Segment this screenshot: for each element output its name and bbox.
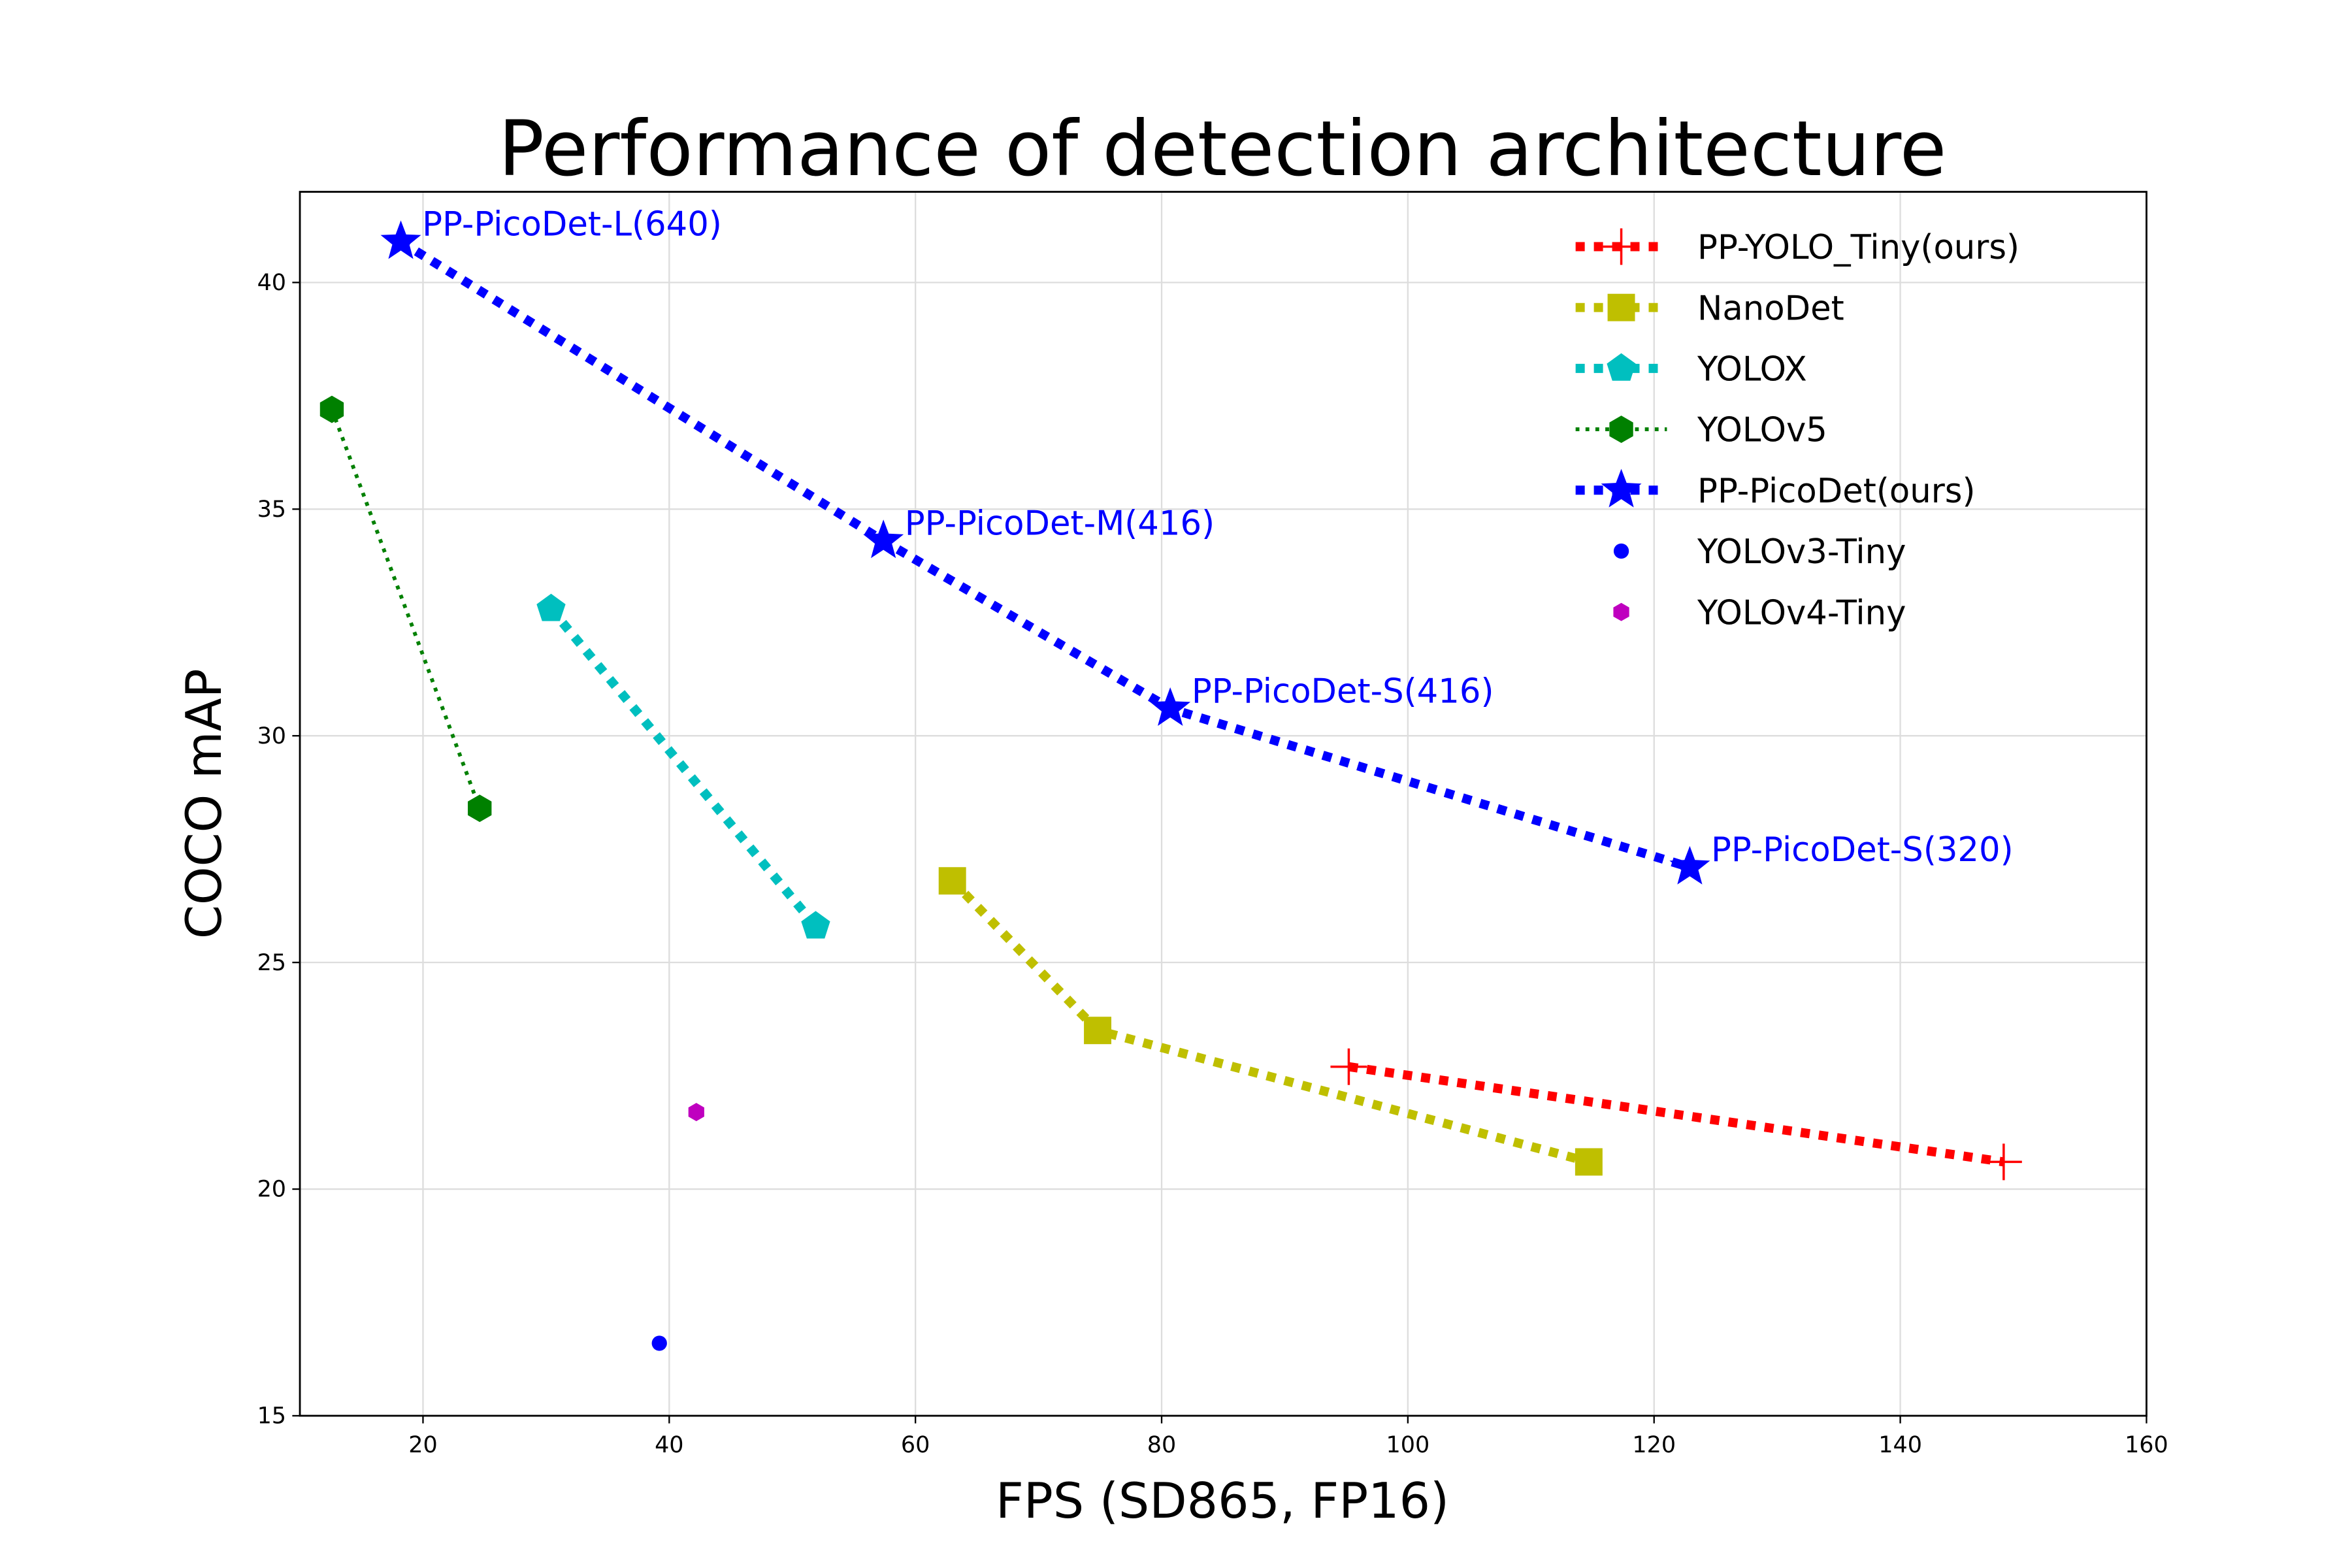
- series-yolov3-tiny: [651, 1335, 667, 1351]
- pp-picodet-ours-point: [380, 220, 421, 259]
- yolov5-point: [468, 794, 492, 823]
- legend-label: YOLOX: [1697, 350, 1807, 389]
- legend-marker: [1613, 602, 1629, 621]
- x-tick-label: 140: [1878, 1432, 1922, 1458]
- x-tick-label: 40: [655, 1432, 683, 1458]
- x-tick-label: 160: [2125, 1432, 2168, 1458]
- pp-picodet-ours-point: [863, 519, 904, 559]
- legend: PP-YOLO_Tiny(ours) NanoDet YOLOX YOLOv5 PP-P…: [1575, 228, 2019, 632]
- pp-yolo-tiny-ours-line: [1348, 1062, 2004, 1167]
- pp-yolo-tiny-ours-point: [1330, 1048, 1367, 1085]
- legend-marker: [1607, 293, 1635, 321]
- yolov5-point: [319, 395, 344, 423]
- x-axis-label: FPS (SD865, FP16): [996, 1473, 1449, 1529]
- legend-item: YOLOv5: [1575, 411, 1827, 450]
- yolox-line: [547, 606, 819, 930]
- legend-marker: [1601, 468, 1642, 508]
- chart-title: Performance of detection architecture: [498, 105, 1947, 193]
- nanodet-point: [1575, 1148, 1603, 1176]
- yolox-point: [536, 593, 566, 621]
- nanodet-line: [949, 877, 1590, 1167]
- y-tick-label: 40: [257, 270, 286, 296]
- legend-item: YOLOv3-Tiny: [1613, 532, 1906, 572]
- x-tick-label: 20: [408, 1432, 437, 1458]
- legend-item: PP-YOLO_Tiny(ours): [1575, 228, 2019, 267]
- pp-yolo-tiny-ours-point: [1985, 1143, 2022, 1181]
- y-tick-label: 25: [257, 950, 286, 976]
- y-tick-label: 15: [257, 1403, 286, 1429]
- nanodet-point: [938, 867, 966, 895]
- legend-label: PP-PicoDet(ours): [1697, 472, 1975, 511]
- legend-label: YOLOv3-Tiny: [1697, 532, 1906, 572]
- grid: [300, 191, 2148, 1417]
- legend-item: NanoDet: [1575, 289, 1844, 328]
- y-axis-label: COCO mAP: [176, 668, 233, 939]
- x-tick-label: 120: [1632, 1432, 1676, 1458]
- legend-label: YOLOv5: [1697, 411, 1827, 450]
- series-yolox: [536, 593, 830, 939]
- x-tick-label: 100: [1386, 1432, 1430, 1458]
- legend-marker: [1603, 228, 1640, 265]
- series-yolov4-tiny: [688, 1103, 704, 1122]
- yolov3-tiny-point: [651, 1335, 667, 1351]
- y-tick-label: 30: [257, 723, 286, 749]
- ticks: 20 40 60 80 100 120 140 160 15 20 25 30 35 40: [257, 270, 2168, 1458]
- y-tick-label: 20: [257, 1177, 286, 1203]
- series-layer: PP-PicoDet-L(640) PP-PicoDet-M(416) PP-Pic…: [319, 205, 2022, 1351]
- x-tick-label: 60: [901, 1432, 930, 1458]
- point-label: PP-PicoDet-L(640): [422, 205, 722, 244]
- point-label: PP-PicoDet-S(416): [1192, 672, 1494, 711]
- legend-label: NanoDet: [1697, 289, 1844, 328]
- pp-picodet-ours-point: [1150, 687, 1191, 726]
- pp-picodet-ours-line: [398, 237, 1691, 872]
- y-tick-label: 35: [257, 497, 286, 523]
- legend-item: PP-PicoDet(ours): [1575, 468, 1975, 511]
- series-nanodet: [938, 867, 1603, 1176]
- series-yolov5: [319, 395, 492, 823]
- legend-marker: [1607, 353, 1636, 381]
- legend-item: YOLOX: [1575, 350, 1807, 389]
- point-label: PP-PicoDet-M(416): [905, 504, 1215, 544]
- point-label: PP-PicoDet-S(320): [1711, 830, 2014, 870]
- yolox-point: [801, 911, 830, 939]
- legend-marker: [1613, 543, 1629, 559]
- legend-label: PP-YOLO_Tiny(ours): [1697, 228, 2019, 267]
- pp-picodet-ours-point: [1669, 845, 1710, 885]
- nanodet-point: [1084, 1017, 1112, 1045]
- legend-marker: [1609, 416, 1633, 444]
- yolov5-line: [330, 408, 482, 809]
- x-tick-label: 80: [1147, 1432, 1176, 1458]
- plot-frame: [299, 191, 2148, 1417]
- series-pp-yolo-tiny-ours: [1330, 1048, 2022, 1181]
- legend-item: YOLOv4-Tiny: [1613, 593, 1906, 632]
- series-pp-picodet-ours: PP-PicoDet-L(640) PP-PicoDet-M(416) PP-Pic…: [380, 205, 2014, 885]
- legend-label: YOLOv4-Tiny: [1697, 593, 1906, 632]
- yolov4-tiny-point: [688, 1103, 704, 1122]
